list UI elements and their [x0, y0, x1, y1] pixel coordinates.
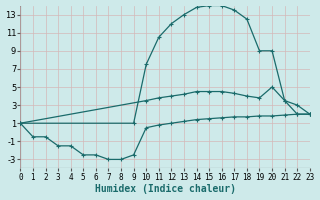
X-axis label: Humidex (Indice chaleur): Humidex (Indice chaleur): [95, 184, 236, 194]
